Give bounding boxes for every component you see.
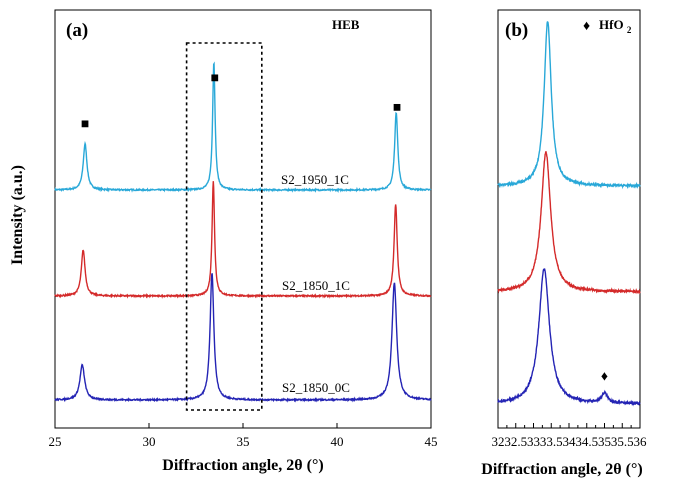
- series-label-s2-1850-0c: S2_1850_0C: [282, 380, 350, 395]
- panel-b-plot-area: [497, 9, 641, 429]
- x-tick-label-b-35-5: 35.5: [611, 434, 634, 449]
- panel-a-peak-markers: ■ ■ ■: [81, 71, 402, 132]
- panel-a-label: (a): [66, 20, 88, 41]
- x-tick-label-b-33-5: 33.5: [540, 434, 563, 449]
- panel-b-markers: ♦: [601, 370, 608, 385]
- series-label-s2-1950-1c: S2_1950_1C: [281, 172, 349, 187]
- x-tick-label-a-30: 30: [143, 434, 156, 449]
- hfo2-legend-subscript: 2: [627, 25, 632, 35]
- trace-a-s2-1850-0c: [54, 273, 432, 403]
- series-label-s2-1850-1c: S2_1850_1C: [282, 278, 350, 293]
- square-marker-icon: ■: [393, 101, 401, 116]
- panel-b-x-axis-title: Diffraction angle, 2θ (°): [481, 461, 642, 478]
- panel-a-plot-area: [54, 9, 432, 429]
- square-marker-icon: ■: [211, 71, 219, 86]
- x-tick-label-b-34-5: 34.5: [575, 434, 598, 449]
- diamond-icon: ♦: [583, 19, 590, 34]
- panel-b-label: (b): [505, 20, 528, 41]
- square-marker-icon: ■: [81, 117, 89, 132]
- panel-a-x-axis-title: Diffraction angle, 2θ (°): [162, 457, 323, 474]
- x-tick-label-a-40: 40: [331, 434, 344, 449]
- panel-b-x-ticks: 32 32.5 33 33.5 34 34.5 35 35.5 36: [492, 423, 648, 449]
- x-tick-label-a-25: 25: [49, 434, 62, 449]
- x-tick-label-b-35: 35: [598, 434, 611, 449]
- x-tick-label-a-35: 35: [237, 434, 250, 449]
- hfo2-legend-text: HfO: [599, 17, 624, 32]
- hfo2-legend-label: HfO 2: [599, 17, 632, 35]
- trace-b-s2-1850-1c: [497, 150, 641, 295]
- trace-b-s2-1950-1c: [497, 21, 641, 190]
- y-axis-title: Intensity (a.u.): [9, 165, 26, 265]
- x-tick-label-b-32-5: 32.5: [504, 434, 527, 449]
- x-tick-label-b-32: 32: [492, 434, 505, 449]
- trace-a-s2-1850-1c: [54, 181, 432, 299]
- panel-a-traces: [54, 61, 432, 403]
- heb-annotation: HEB: [332, 17, 360, 32]
- diamond-marker-icon: ♦: [601, 370, 608, 385]
- trace-b-s2-1850-0c: [497, 268, 641, 407]
- hfo2-legend: ♦ HfO 2: [583, 17, 632, 35]
- panel-b-traces: [497, 21, 641, 407]
- panel-b: ♦ 32 32.5 33 33.5 34 34.5 35 35.5 36 (b) ♦ HfO 2…: [481, 9, 648, 478]
- x-tick-label-b-36: 36: [634, 434, 648, 449]
- x-tick-label-a-45: 45: [425, 434, 438, 449]
- x-tick-label-b-33: 33: [527, 434, 540, 449]
- highlight-box: [185, 42, 263, 411]
- panel-a-x-ticks: 25 30 35 40 45: [49, 423, 438, 449]
- x-tick-label-b-34: 34: [563, 434, 577, 449]
- panel-a: ■ ■ ■ 25 30 35 40 45 (a) HEB S2_1950_1C S2_185…: [9, 9, 438, 474]
- trace-a-s2-1950-1c: [54, 61, 432, 194]
